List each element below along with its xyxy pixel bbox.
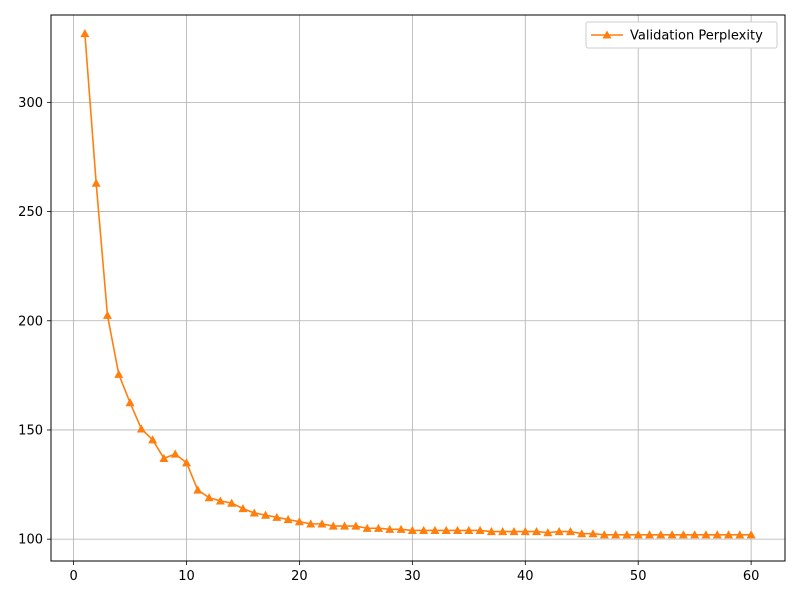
data-point — [125, 398, 135, 407]
data-point — [622, 530, 632, 539]
data-point — [667, 530, 677, 539]
data-point — [712, 530, 722, 539]
x-tick-label: 40 — [517, 569, 534, 584]
data-point — [486, 527, 496, 536]
legend-label: Validation Perplexity — [630, 29, 763, 44]
y-tick-label: 300 — [18, 96, 43, 111]
legend-triangle-marker — [602, 30, 612, 39]
data-point — [294, 517, 304, 526]
data-point — [362, 523, 372, 532]
y-tick-label: 200 — [18, 314, 43, 329]
data-point — [430, 525, 440, 535]
data-point — [701, 530, 711, 539]
y-tick-label: 150 — [18, 423, 43, 438]
data-point — [283, 515, 293, 524]
legend: Validation Perplexity — [585, 21, 778, 49]
x-axis: 0 10 20 30 40 50 60 — [69, 561, 759, 584]
x-tick-label: 50 — [630, 569, 647, 584]
x-tick-label: 0 — [69, 569, 77, 584]
data-point — [611, 530, 621, 539]
data-point — [746, 530, 756, 539]
data-point — [599, 530, 609, 539]
data-point — [204, 493, 214, 502]
data-point — [532, 527, 542, 536]
data-point — [441, 525, 451, 535]
data-point — [136, 424, 146, 433]
data-point — [419, 525, 429, 535]
data-point — [227, 498, 237, 507]
legend-box — [585, 21, 778, 49]
data-point — [475, 525, 485, 535]
data-point — [498, 527, 508, 536]
data-point — [690, 530, 700, 539]
data-point — [317, 519, 327, 528]
data-point — [306, 519, 316, 528]
data-point — [735, 530, 745, 539]
y-tick-label: 100 — [18, 533, 43, 548]
x-tick-label: 20 — [291, 569, 308, 584]
data-point — [453, 525, 463, 535]
data-point — [520, 527, 530, 536]
data-point — [373, 523, 383, 532]
data-point — [565, 527, 575, 536]
data-point — [261, 510, 271, 519]
data-point — [543, 528, 553, 537]
data-point — [554, 527, 564, 536]
data-point — [509, 527, 519, 536]
data-point — [249, 508, 259, 517]
x-tick-label: 10 — [178, 569, 195, 584]
data-point — [193, 485, 203, 494]
data-point — [238, 504, 248, 513]
data-point — [464, 525, 474, 535]
data-point — [328, 521, 338, 530]
x-tick-label: 30 — [404, 569, 421, 584]
data-point — [102, 310, 112, 319]
data-point — [678, 530, 688, 539]
y-axis: 100 150 200 250 300 — [18, 96, 51, 548]
plot-frame — [50, 14, 786, 562]
data-point — [644, 530, 654, 539]
data-point — [91, 178, 101, 187]
data-point — [215, 496, 225, 505]
data-point — [577, 529, 587, 538]
data-point — [80, 29, 90, 38]
data-point — [148, 435, 158, 444]
data-point — [170, 449, 180, 458]
data-point — [159, 453, 169, 462]
y-tick-label: 250 — [18, 205, 43, 220]
data-point — [182, 458, 192, 467]
x-tick-label: 60 — [743, 569, 760, 584]
data-point — [407, 525, 417, 535]
data-point — [724, 530, 734, 539]
data-point — [351, 521, 361, 530]
series-layer — [80, 29, 756, 539]
grid-lines — [51, 15, 785, 561]
data-point — [385, 524, 395, 533]
data-point — [656, 530, 666, 539]
data-point — [588, 529, 598, 538]
data-point — [396, 524, 406, 533]
data-point — [272, 512, 282, 521]
data-point — [633, 530, 643, 539]
data-point — [340, 521, 350, 530]
data-point — [114, 369, 124, 378]
